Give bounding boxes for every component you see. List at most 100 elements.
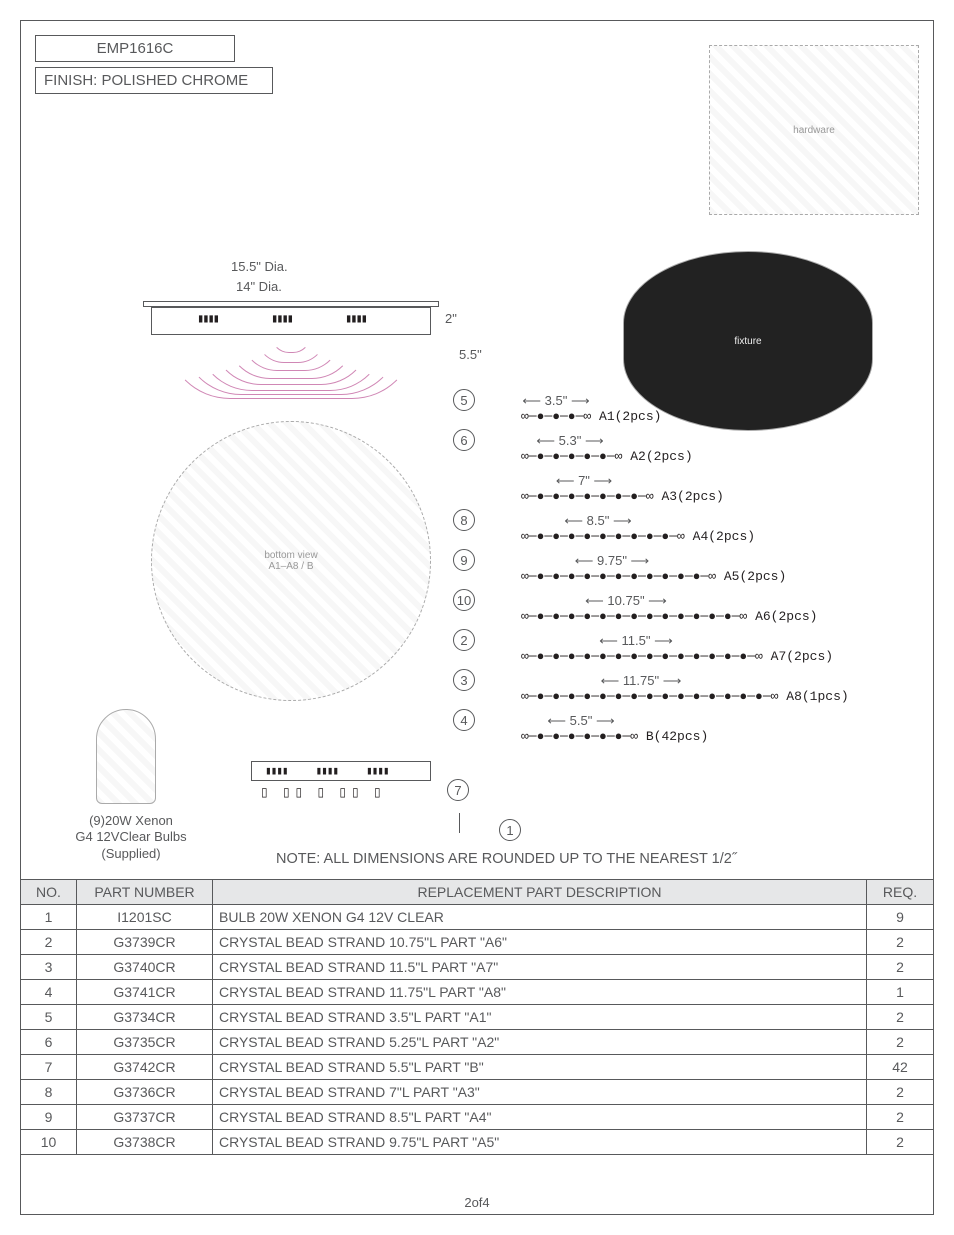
callout-1-leader xyxy=(459,813,473,833)
strand-row: ⟵ 5.5" ⟶∞─●─●─●─●─●─●─∞ B(42pcs) xyxy=(521,713,708,744)
cell-req: 2 xyxy=(867,1005,933,1029)
callout-4: 4 xyxy=(453,709,475,731)
cell-no: 9 xyxy=(21,1105,77,1129)
strand-beads: ∞─●─●─●─●─●─●─●─●─●─●─●─∞ xyxy=(521,569,716,584)
bulb-note-l1: (9)20W Xenon xyxy=(89,813,173,828)
strand-length: ⟵ 11.75" ⟶ xyxy=(521,673,761,689)
height-large: 5.5" xyxy=(459,347,482,362)
th-pn: PART NUMBER xyxy=(77,880,213,904)
hardware-kit-illustration: hardware xyxy=(709,45,919,215)
socket-group-3: ▮▮▮▮ xyxy=(345,311,366,326)
strand-beads: ∞─●─●─●─●─●─∞ xyxy=(521,449,622,464)
strand-beads: ∞─●─●─●─●─●─●─∞ xyxy=(521,729,638,744)
cell-no: 8 xyxy=(21,1080,77,1104)
cell-no: 1 xyxy=(21,905,77,929)
table-body: 1I1201SCBULB 20W XENON G4 12V CLEAR92G37… xyxy=(21,905,933,1155)
cell-desc: CRYSTAL BEAD STRAND 9.75"L PART "A5" xyxy=(213,1130,867,1154)
table-row: 8G3736CRCRYSTAL BEAD STRAND 7"L PART "A3… xyxy=(21,1080,933,1105)
cell-pn: G3738CR xyxy=(77,1130,213,1154)
table-row: 3G3740CRCRYSTAL BEAD STRAND 11.5"L PART … xyxy=(21,955,933,980)
strand-length: ⟵ 8.5" ⟶ xyxy=(521,513,675,529)
cell-pn: G3736CR xyxy=(77,1080,213,1104)
cell-no: 2 xyxy=(21,930,77,954)
strand-label: A6(2pcs) xyxy=(755,609,817,624)
cell-req: 9 xyxy=(867,905,933,929)
cell-no: 4 xyxy=(21,980,77,1004)
table-row: 2G3739CRCRYSTAL BEAD STRAND 10.75"L PART… xyxy=(21,930,933,955)
strand-label: A8(1pcs) xyxy=(786,689,848,704)
callout-10: 10 xyxy=(453,589,475,611)
table-row: 10G3738CRCRYSTAL BEAD STRAND 9.75"L PART… xyxy=(21,1130,933,1155)
strand-length: ⟵ 10.75" ⟶ xyxy=(521,593,731,609)
strand-row: ⟵ 5.3" ⟶∞─●─●─●─●─●─∞ A2(2pcs) xyxy=(521,433,693,464)
strand-label: A3(2pcs) xyxy=(661,489,723,504)
cell-req: 2 xyxy=(867,1130,933,1154)
socket-bar-g1: ▮▮▮▮ ▮▮▮▮ ▮▮▮▮ xyxy=(265,764,388,778)
table-row: 5G3734CRCRYSTAL BEAD STRAND 3.5"L PART "… xyxy=(21,1005,933,1030)
height-small: 2" xyxy=(445,311,457,326)
callout-3: 3 xyxy=(453,669,475,691)
dia-inner: 14" Dia. xyxy=(236,279,282,294)
cell-no: 5 xyxy=(21,1005,77,1029)
cell-no: 6 xyxy=(21,1030,77,1054)
parts-table: NO. PART NUMBER REPLACEMENT PART DESCRIP… xyxy=(21,879,933,1155)
rounding-note: NOTE: ALL DIMENSIONS ARE ROUNDED UP TO T… xyxy=(276,851,737,867)
cell-req: 1 xyxy=(867,980,933,1004)
strand-row: ⟵ 7" ⟶∞─●─●─●─●─●─●─●─∞ A3(2pcs) xyxy=(521,473,724,504)
cell-desc: CRYSTAL BEAD STRAND 5.5"L PART "B" xyxy=(213,1055,867,1079)
table-row: 4G3741CRCRYSTAL BEAD STRAND 11.75"L PART… xyxy=(21,980,933,1005)
strand-row: ⟵ 11.5" ⟶∞─●─●─●─●─●─●─●─●─●─●─●─●─●─●─∞… xyxy=(521,633,833,664)
callout-9: 9 xyxy=(453,549,475,571)
cell-pn: G3739CR xyxy=(77,930,213,954)
strand-length: ⟵ 5.3" ⟶ xyxy=(521,433,619,449)
callout-8: 8 xyxy=(453,509,475,531)
cell-pn: G3735CR xyxy=(77,1030,213,1054)
bulb-illustration xyxy=(96,709,156,804)
callout-6: 6 xyxy=(453,429,475,451)
socket-group-1: ▮▮▮▮ xyxy=(197,311,218,326)
strand-beads: ∞─●─●─●─●─●─●─●─●─●─●─●─●─●─●─●─∞ xyxy=(521,689,778,704)
table-row: 9G3737CRCRYSTAL BEAD STRAND 8.5"L PART "… xyxy=(21,1105,933,1130)
bulb-note: (9)20W Xenon G4 12VClear Bulbs (Supplied… xyxy=(51,813,211,862)
cell-desc: CRYSTAL BEAD STRAND 8.5"L PART "A4" xyxy=(213,1105,867,1129)
strand-label: B(42pcs) xyxy=(646,729,708,744)
strand-beads: ∞─●─●─●─●─●─●─●─●─●─●─●─●─●─●─∞ xyxy=(521,649,763,664)
strand-row: ⟵ 8.5" ⟶∞─●─●─●─●─●─●─●─●─●─∞ A4(2pcs) xyxy=(521,513,755,544)
strand-beads: ∞─●─●─●─∞ xyxy=(521,409,591,424)
cell-req: 2 xyxy=(867,1030,933,1054)
th-req: REQ. xyxy=(867,880,933,904)
cell-pn: G3737CR xyxy=(77,1105,213,1129)
cell-no: 7 xyxy=(21,1055,77,1079)
cell-no: 10 xyxy=(21,1130,77,1154)
cell-req: 42 xyxy=(867,1055,933,1079)
strand-length: ⟵ 11.5" ⟶ xyxy=(521,633,751,649)
strand-row: ⟵ 3.5" ⟶∞─●─●─●─∞ A1(2pcs) xyxy=(521,393,661,424)
callout-1: 1 xyxy=(499,819,521,841)
strand-length: ⟵ 5.5" ⟶ xyxy=(521,713,641,729)
strand-length: ⟵ 9.75" ⟶ xyxy=(521,553,703,569)
strand-label: A5(2pcs) xyxy=(724,569,786,584)
bulb-note-l2: G4 12VClear Bulbs xyxy=(75,829,186,844)
callout-5: 5 xyxy=(453,389,475,411)
cell-desc: CRYSTAL BEAD STRAND 5.25"L PART "A2" xyxy=(213,1030,867,1054)
page-footer: 2of4 xyxy=(21,1195,933,1210)
canopy-lip xyxy=(143,301,439,307)
table-header-row: NO. PART NUMBER REPLACEMENT PART DESCRIP… xyxy=(21,880,933,905)
th-desc: REPLACEMENT PART DESCRIPTION xyxy=(213,880,867,904)
bulb-note-l3: (Supplied) xyxy=(101,846,160,861)
table-row: 1I1201SCBULB 20W XENON G4 12V CLEAR9 xyxy=(21,905,933,930)
page-frame: EMP1616C FINISH: POLISHED CHROME hardwar… xyxy=(20,20,934,1215)
cell-no: 3 xyxy=(21,955,77,979)
cell-pn: G3740CR xyxy=(77,955,213,979)
cell-desc: CRYSTAL BEAD STRAND 11.75"L PART "A8" xyxy=(213,980,867,1004)
cell-desc: CRYSTAL BEAD STRAND 10.75"L PART "A6" xyxy=(213,930,867,954)
strand-row: ⟵ 10.75" ⟶∞─●─●─●─●─●─●─●─●─●─●─●─●─●─∞ … xyxy=(521,593,817,624)
callout-2: 2 xyxy=(453,629,475,651)
callout-7: 7 xyxy=(447,779,469,801)
cell-req: 2 xyxy=(867,1105,933,1129)
cell-req: 2 xyxy=(867,955,933,979)
bottom-view-illustration: bottom viewA1–A8 / B xyxy=(151,421,431,701)
cell-desc: CRYSTAL BEAD STRAND 7"L PART "A3" xyxy=(213,1080,867,1104)
th-no: NO. xyxy=(21,880,77,904)
dia-outer: 15.5" Dia. xyxy=(231,259,288,274)
